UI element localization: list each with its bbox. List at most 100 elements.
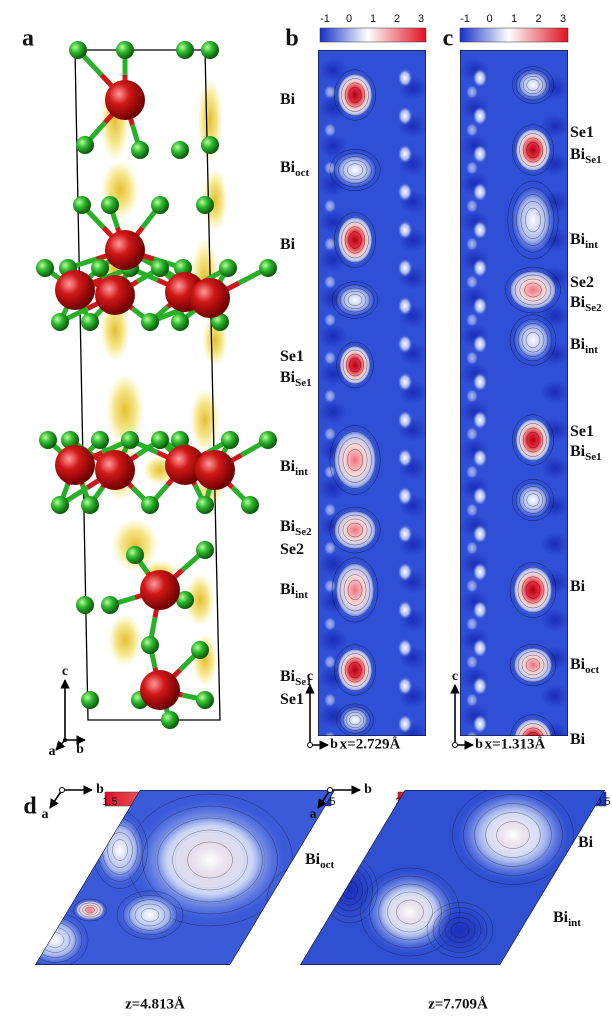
charge-peak bbox=[513, 566, 553, 614]
se-atom bbox=[171, 141, 189, 159]
atom-label: Biint bbox=[570, 336, 598, 356]
colorbar-tick-label: 3 bbox=[560, 13, 566, 25]
atom-subscript: int bbox=[585, 344, 598, 356]
atom-label: BiSe1 bbox=[280, 369, 312, 389]
atom-name: Bi bbox=[305, 851, 321, 868]
atom-subscript: int bbox=[295, 589, 308, 601]
atom-name: Bi bbox=[570, 231, 586, 248]
caption: x=2.729Å bbox=[340, 736, 401, 752]
axis-origin bbox=[60, 788, 65, 793]
light-region bbox=[398, 563, 412, 581]
se-atom bbox=[241, 496, 259, 514]
light-region bbox=[473, 373, 487, 391]
light-region bbox=[473, 449, 487, 467]
light-region bbox=[473, 259, 487, 277]
contour bbox=[279, 879, 321, 921]
se-atom bbox=[201, 136, 219, 154]
atom-name: Se1 bbox=[280, 348, 304, 365]
bi-atom bbox=[95, 450, 135, 490]
charge-peak bbox=[509, 270, 557, 310]
atom-subscript: Se1 bbox=[585, 154, 602, 166]
se-atom bbox=[101, 596, 119, 614]
atom-name: Bi bbox=[280, 581, 296, 598]
atom-name: Se1 bbox=[280, 691, 304, 708]
axis-label: b bbox=[475, 737, 483, 752]
colorbar-tick-label: -1 bbox=[460, 13, 470, 25]
panel-label: d bbox=[23, 794, 37, 820]
se-atom bbox=[151, 431, 169, 449]
charge-peak bbox=[339, 345, 371, 385]
atom-label: BiSe2 bbox=[280, 518, 312, 538]
light-region bbox=[398, 107, 412, 125]
charge-peak bbox=[337, 648, 373, 692]
atom-name: Se2 bbox=[570, 274, 594, 291]
light-region bbox=[398, 715, 412, 733]
atom-label: Bi bbox=[570, 731, 586, 748]
light-region bbox=[473, 601, 487, 619]
se-atom bbox=[81, 496, 99, 514]
charge-peak bbox=[333, 430, 377, 490]
axis-label: a bbox=[49, 744, 56, 759]
atom-label: Se1 bbox=[280, 348, 304, 365]
se-atom bbox=[171, 313, 189, 331]
axis-label: b bbox=[96, 782, 104, 797]
figure: cababcde-10123-101231.51.00.50.0-0.52.52… bbox=[0, 0, 612, 1018]
dark-region bbox=[319, 628, 347, 652]
charge-peak bbox=[515, 418, 551, 462]
atom-name: Bi bbox=[570, 443, 586, 460]
colorbar-tick-label: 2 bbox=[535, 13, 541, 25]
light-region bbox=[398, 449, 412, 467]
se-atom bbox=[76, 136, 94, 154]
se-atom bbox=[131, 141, 149, 159]
atom-subscript: Se1 bbox=[585, 451, 602, 463]
charge-peak bbox=[333, 510, 377, 550]
se-atom bbox=[141, 313, 159, 331]
atom-name: Bi bbox=[280, 518, 296, 535]
charge-isosurface bbox=[109, 615, 141, 665]
light-region bbox=[398, 335, 412, 353]
charge-peak bbox=[513, 318, 553, 362]
se-atom bbox=[161, 711, 179, 729]
atom-label: Se1 bbox=[570, 124, 594, 141]
contour bbox=[291, 891, 309, 909]
se-atom bbox=[51, 496, 69, 514]
atom-name: Bi bbox=[553, 909, 569, 926]
colorbar-tick-label: 1 bbox=[511, 13, 517, 25]
light-region bbox=[398, 297, 412, 315]
axis-label: b bbox=[330, 737, 338, 752]
light-region bbox=[398, 411, 412, 429]
light-region bbox=[473, 145, 487, 163]
bi-atom bbox=[105, 230, 145, 270]
crystal-structure bbox=[36, 41, 277, 729]
dark-region bbox=[541, 380, 569, 404]
panel-label: c bbox=[443, 26, 454, 52]
colorbar bbox=[320, 28, 426, 42]
atom-subscript: Se1 bbox=[295, 377, 312, 389]
atom-label: BiSe2 bbox=[570, 294, 602, 314]
se-atom bbox=[76, 596, 94, 614]
se-atom bbox=[196, 541, 214, 559]
caption: z=7.709Å bbox=[428, 996, 488, 1012]
light-region bbox=[398, 525, 412, 543]
light-region bbox=[398, 487, 412, 505]
se-atom bbox=[101, 196, 119, 214]
charge-peak bbox=[335, 562, 375, 618]
atom-name: Bi bbox=[570, 146, 586, 163]
atom-label: Bioct bbox=[570, 656, 600, 676]
atom-name: Bi bbox=[570, 578, 586, 595]
atom-name: Bi bbox=[570, 731, 586, 748]
se-atom bbox=[81, 691, 99, 709]
bi-atom bbox=[105, 80, 145, 120]
se-atom bbox=[151, 196, 169, 214]
se-atom bbox=[151, 259, 169, 277]
axis-origin bbox=[308, 743, 313, 748]
se-atom bbox=[196, 691, 214, 709]
colorbar-tick-label: 0 bbox=[486, 13, 492, 25]
atom-label: Biint bbox=[280, 458, 308, 478]
light-region bbox=[473, 639, 487, 657]
se-atom bbox=[91, 431, 109, 449]
se-atom bbox=[141, 636, 159, 654]
atom-name: Bi bbox=[280, 458, 296, 475]
light-region bbox=[473, 563, 487, 581]
light-region bbox=[473, 525, 487, 543]
